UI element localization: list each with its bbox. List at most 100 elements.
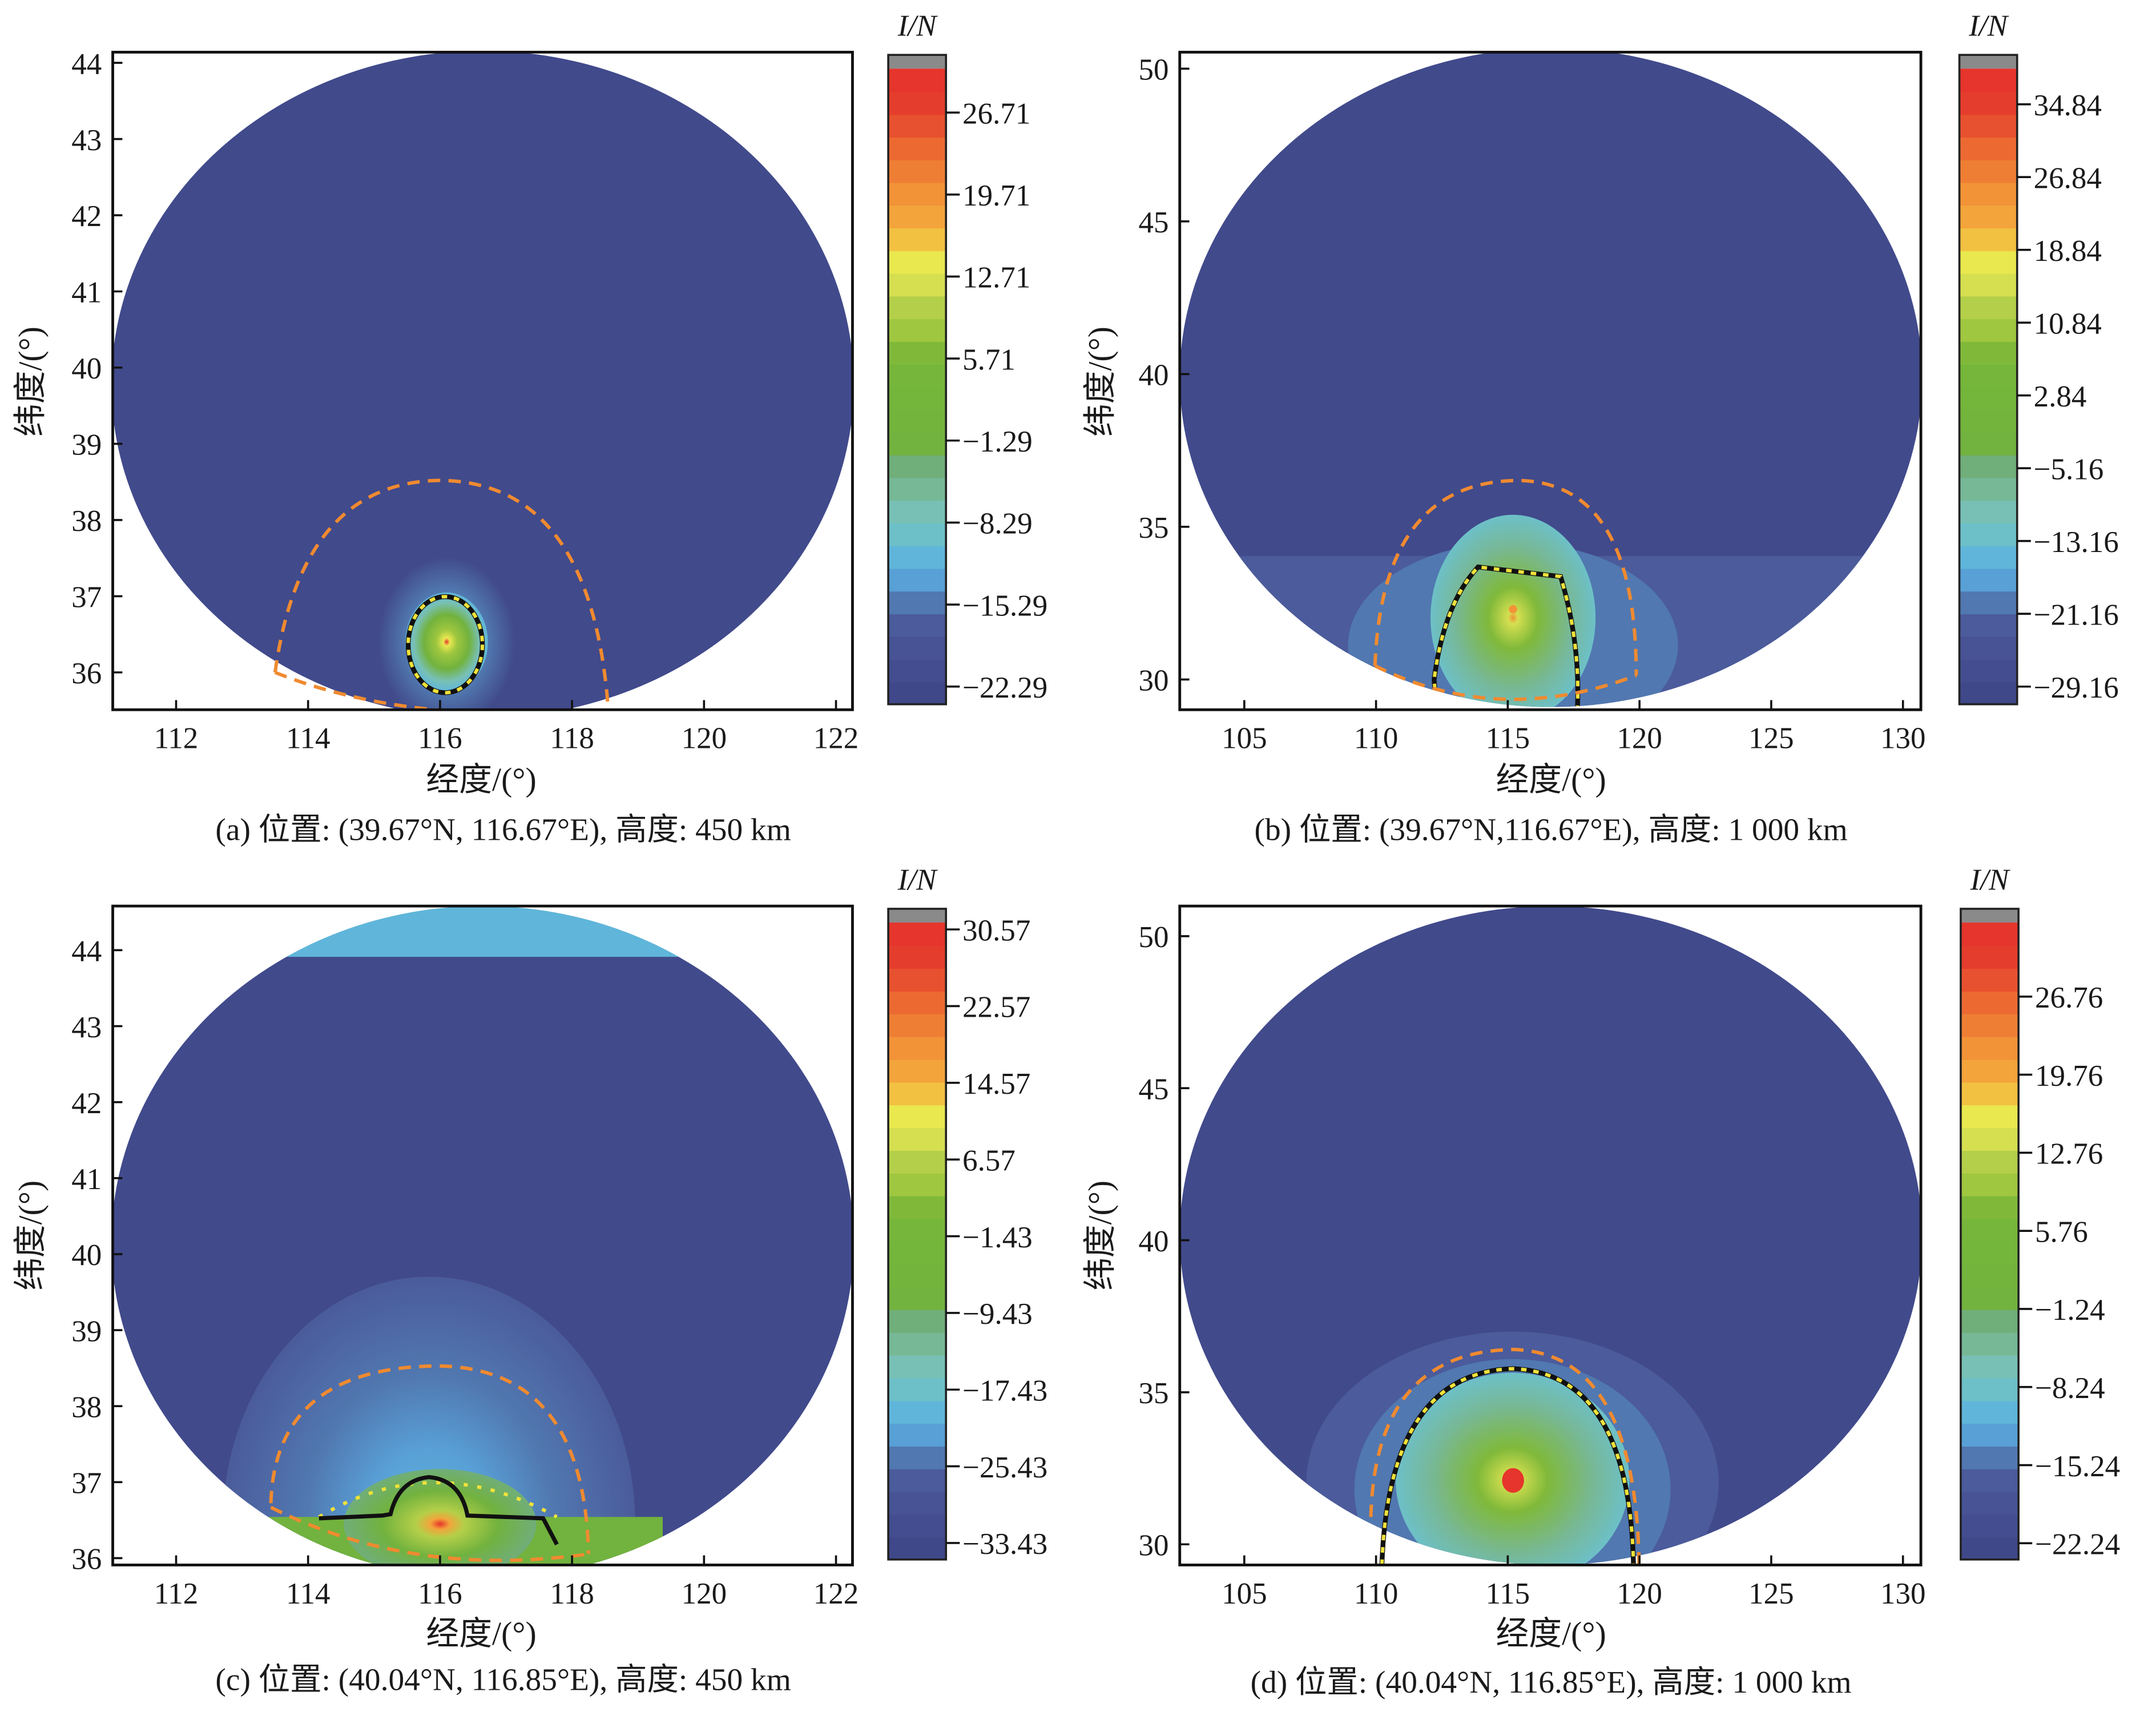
- colorbar-tick-label: 26.71: [962, 97, 1030, 130]
- axes-frame: [1178, 50, 1923, 711]
- coverage-region: [1179, 52, 1921, 707]
- colorbar-tick-label: 10.84: [2034, 308, 2102, 341]
- colorbar-tick-label: −1.24: [2035, 1294, 2105, 1327]
- colorbar-segment: [1959, 227, 2017, 251]
- colorbar-tick-label: −22.24: [2035, 1528, 2120, 1561]
- colorbar-segment: [1959, 204, 2017, 229]
- x-tick-label: 125: [1748, 1577, 1794, 1610]
- colorbar-segment: [888, 923, 946, 946]
- y-tick-label: 42: [71, 1087, 102, 1120]
- colorbar-segment: [888, 1104, 946, 1129]
- interference-peak: [1502, 1468, 1524, 1493]
- x-axis-label: 经度/(°): [1496, 1616, 1606, 1652]
- colorbar-segment: [888, 1445, 946, 1469]
- panel-b: 105 110 115 120 125 130 30 35 40 45 50 经度/(°) 纬度/(°)…: [1082, 10, 2118, 847]
- colorbar-segment: [1960, 1218, 2019, 1242]
- y-tick-label: 50: [1138, 921, 1168, 954]
- x-tick-label: 116: [418, 1577, 462, 1610]
- colorbar-segment: [1960, 1468, 2019, 1492]
- colorbar-label: I/N: [897, 863, 938, 896]
- colorbar-segment: [888, 636, 946, 660]
- colorbar-segment: [1959, 477, 2017, 501]
- colorbar-segment: [888, 1332, 946, 1356]
- colorbar-segment: [1960, 1400, 2019, 1424]
- threshold-contour-dash: [406, 595, 485, 695]
- y-tick-label: 38: [71, 1391, 102, 1424]
- colorbar-segment: [888, 968, 946, 992]
- colorbar-segment: [888, 1491, 946, 1515]
- colorbar-overflow: [888, 55, 946, 69]
- axes-frame: [111, 904, 854, 1566]
- colorbar-tick-label: −33.43: [962, 1528, 1047, 1561]
- colorbar-segment: [888, 1013, 946, 1037]
- colorbar-segment: [1960, 1377, 2019, 1401]
- colorbar-tick-label: −8.29: [962, 507, 1033, 541]
- colorbar-segment: [1959, 91, 2017, 115]
- coverage-ellipse: [112, 52, 853, 710]
- colorbar-segment: [888, 136, 946, 160]
- y-tick-label: 30: [1138, 1529, 1168, 1562]
- colorbar-segment: [1960, 1081, 2019, 1106]
- x-tick-label: 130: [1880, 1577, 1925, 1610]
- colorbar-segment: [1960, 1537, 2019, 1561]
- y-tick-label: 36: [71, 1543, 102, 1576]
- colorbar-segment: [1959, 545, 2017, 569]
- colorbar-tick-label: 2.84: [2034, 380, 2087, 413]
- coverage-boundary-dashed: [273, 478, 610, 710]
- y-tick-label: 40: [1138, 359, 1168, 392]
- x-tick-label: 122: [813, 722, 859, 755]
- colorbar-segment: [1959, 295, 2017, 320]
- colorbar-segment: [888, 1173, 946, 1197]
- y-tick-label: 43: [71, 1011, 102, 1044]
- panel-caption: (a) 位置: (39.67°N, 116.67°E), 高度: 450 km: [215, 812, 791, 847]
- colorbar-segment: [1959, 318, 2017, 342]
- colorbar-segment: [1960, 1240, 2019, 1265]
- colorbar-segment: [888, 1468, 946, 1492]
- threshold-contour-dash: [1432, 565, 1580, 707]
- colorbar-segment: [1960, 968, 2019, 992]
- x-tick-label: 130: [1880, 722, 1925, 755]
- colorbar: 26.76 19.76 12.76 5.76 −1.24 −8.24 −15.24 −22.2…: [1960, 863, 2120, 1561]
- colorbar-segment: [888, 522, 946, 546]
- colorbar-segment: [1960, 1491, 2019, 1515]
- x-tick-label: 115: [1486, 722, 1530, 755]
- y-tick-label: 41: [71, 276, 102, 309]
- colorbar-tick-label: −25.43: [962, 1451, 1047, 1484]
- y-tick-label: 35: [1138, 511, 1168, 545]
- x-tick-label: 118: [550, 1577, 594, 1610]
- colorbar-segment: [888, 590, 946, 615]
- colorbar-segment: [888, 681, 946, 706]
- x-axis-label: 经度/(°): [426, 762, 536, 798]
- colorbar-tick-label: 26.76: [2035, 981, 2103, 1014]
- y-tick-label: 40: [71, 1239, 102, 1272]
- colorbar-segment: [1959, 341, 2017, 365]
- panel-caption: (d) 位置: (40.04°N, 116.85°E), 高度: 1 000 k…: [1251, 1665, 1852, 1699]
- axes-frame: [1178, 904, 1923, 1566]
- colorbar-segment: [888, 1195, 946, 1219]
- colorbar-tick-label: −15.24: [2035, 1450, 2120, 1483]
- colorbar-tick-label: 22.57: [962, 991, 1030, 1024]
- coverage-region: [112, 906, 853, 1565]
- colorbar-tick-label: 12.76: [2035, 1138, 2103, 1171]
- panel-caption: (b) 位置: (39.67°N,116.67°E), 高度: 1 000 km: [1255, 812, 1848, 847]
- colorbar-segment: [888, 568, 946, 592]
- y-tick-label: 39: [71, 1315, 102, 1348]
- threshold-contour-dash: [1380, 1367, 1635, 1565]
- colorbar-segment: [1959, 590, 2017, 615]
- colorbar-tick-label: 5.71: [962, 343, 1015, 376]
- x-tick-label: 110: [1354, 1577, 1399, 1610]
- colorbar-segment: [888, 91, 946, 115]
- colorbar-segment: [1959, 114, 2017, 138]
- colorbar-tick-label: −5.16: [2034, 453, 2104, 486]
- colorbar-segment: [888, 659, 946, 683]
- colorbar-segment: [1960, 1332, 2019, 1356]
- y-tick-label: 45: [1138, 1073, 1168, 1106]
- colorbar-segment: [888, 227, 946, 251]
- colorbar-segment: [888, 1240, 946, 1265]
- peak-marker: [1509, 605, 1517, 614]
- colorbar-segment: [888, 204, 946, 229]
- colorbar-tick-label: −13.16: [2034, 526, 2119, 559]
- y-tick-label: 43: [71, 124, 102, 157]
- x-tick-label: 125: [1748, 722, 1794, 755]
